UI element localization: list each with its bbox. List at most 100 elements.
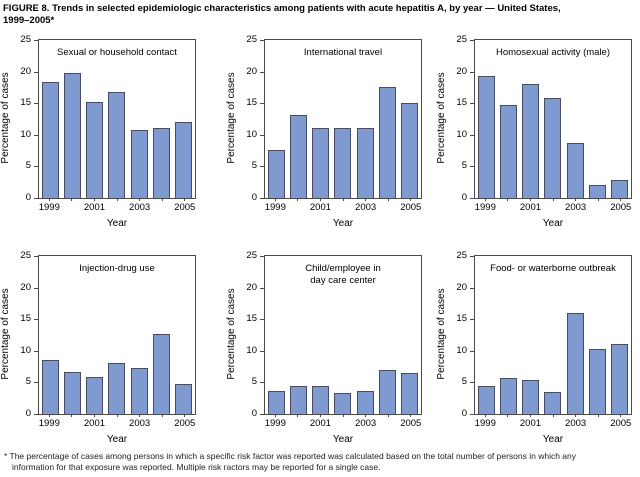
bar-2003 xyxy=(130,367,148,414)
y-tick-mark xyxy=(470,72,474,73)
x-tick-mark xyxy=(184,414,186,417)
y-tick-mark xyxy=(260,72,264,73)
x-tick-mark xyxy=(365,414,367,417)
plot-area: Homosexual activity (male) xyxy=(474,39,632,199)
y-axis-title: Percentage of cases xyxy=(226,288,237,380)
x-tick-label: 2001 xyxy=(309,418,332,429)
bar-slot xyxy=(86,256,104,414)
x-axis-title: Year xyxy=(106,218,128,229)
chart-title: Sexual or household contact xyxy=(57,47,177,58)
x-tick-mark xyxy=(184,198,186,201)
x-tick: 2001 xyxy=(519,198,542,213)
bar-slot xyxy=(153,256,171,414)
bar-slot xyxy=(589,256,607,414)
x-tick-mark xyxy=(48,414,50,417)
bar-slot xyxy=(544,256,562,414)
x-tick-mark xyxy=(161,198,163,201)
x-tick: 2001 xyxy=(309,198,332,213)
y-tick-label: 20 xyxy=(246,282,257,293)
bars-group xyxy=(39,256,195,414)
bar-2002 xyxy=(334,393,352,414)
x-tick-mark xyxy=(139,414,141,417)
bar-slot xyxy=(312,256,330,414)
bar-2005 xyxy=(175,122,193,198)
bar-slot xyxy=(477,256,495,414)
chart-title: International travel xyxy=(303,47,383,58)
y-tick-label: 20 xyxy=(456,66,467,77)
y-axis-title: Percentage of cases xyxy=(436,288,447,380)
y-tick-label: 10 xyxy=(20,129,31,140)
plot-area: International travel xyxy=(264,39,422,199)
bar-slot xyxy=(401,40,419,198)
y-tick-label: 15 xyxy=(456,97,467,108)
x-tick: 2001 xyxy=(309,414,332,429)
x-tick-mark xyxy=(387,414,389,417)
y-tick-label: 15 xyxy=(456,313,467,324)
bar-slot xyxy=(289,256,307,414)
bar-slot xyxy=(401,256,419,414)
x-tick: 2001 xyxy=(519,414,542,429)
bar-2000 xyxy=(289,114,307,198)
bars-group xyxy=(265,40,421,198)
bar-2000 xyxy=(289,386,307,414)
x-tick-mark xyxy=(507,198,509,201)
y-axis-title: Percentage of cases xyxy=(0,288,11,380)
chart-international-travel: Percentage of cases International travel… xyxy=(224,34,424,246)
x-tick xyxy=(377,198,400,213)
x-tick-label: 2005 xyxy=(610,418,632,429)
y-tick-mark xyxy=(34,414,38,415)
bar-2002 xyxy=(108,92,126,198)
chart-homosexual-activity-male: Percentage of cases Homosexual activity … xyxy=(434,34,634,246)
y-tick-mark xyxy=(470,288,474,289)
bar-chart-panel: Percentage of cases Injection-drug use 1… xyxy=(0,250,198,462)
x-axis-ticks: 1999 2001 2003 2005 xyxy=(474,198,632,213)
x-axis-ticks: 1999 2001 2003 2005 xyxy=(264,414,422,429)
y-tick-mark xyxy=(260,40,264,41)
chart-child-employee-day-care: Percentage of cases Child/employee in da… xyxy=(224,250,424,462)
y-tick-label: 5 xyxy=(461,160,467,171)
bar-slot xyxy=(108,256,126,414)
y-tick-label: 10 xyxy=(456,345,467,356)
y-tick-mark xyxy=(34,256,38,257)
x-tick: 1999 xyxy=(264,198,287,213)
bar-2003 xyxy=(356,390,374,414)
bar-slot xyxy=(41,40,59,198)
bar-chart-panel: Percentage of cases Homosexual activity … xyxy=(434,34,634,246)
y-tick-label: 5 xyxy=(25,160,31,171)
x-tick xyxy=(497,414,520,429)
x-axis-ticks: 1999 2001 2003 2005 xyxy=(38,414,196,429)
y-tick-mark xyxy=(470,40,474,41)
x-tick xyxy=(542,198,565,213)
x-tick: 2003 xyxy=(128,198,151,213)
x-tick-mark xyxy=(71,198,73,201)
bar-slot xyxy=(334,40,352,198)
x-tick-mark xyxy=(116,198,118,201)
x-axis-ticks: 1999 2001 2003 2005 xyxy=(474,414,632,429)
x-tick-mark xyxy=(365,198,367,201)
bar-2002 xyxy=(544,391,562,414)
y-tick-label: 0 xyxy=(461,192,467,203)
x-tick-label: 2005 xyxy=(610,202,632,213)
x-tick xyxy=(61,414,84,429)
y-tick-label: 0 xyxy=(461,408,467,419)
y-tick-mark xyxy=(260,288,264,289)
y-tick-mark xyxy=(34,288,38,289)
plot-area: Child/employee in day care center xyxy=(264,255,422,415)
x-tick xyxy=(587,198,610,213)
x-tick: 2003 xyxy=(564,414,587,429)
x-tick-label: 1999 xyxy=(474,418,496,429)
x-tick-label: 2005 xyxy=(400,202,422,213)
x-tick xyxy=(377,414,400,429)
x-tick-label: 2005 xyxy=(174,418,196,429)
bar-2000 xyxy=(499,105,517,198)
x-tick-mark xyxy=(410,414,412,417)
y-tick-label: 20 xyxy=(246,66,257,77)
y-tick-label: 20 xyxy=(20,66,31,77)
y-tick-mark xyxy=(260,319,264,320)
x-tick-mark xyxy=(116,414,118,417)
y-tick-label: 20 xyxy=(20,282,31,293)
y-tick-label: 10 xyxy=(456,129,467,140)
y-tick-mark xyxy=(470,351,474,352)
x-tick-mark xyxy=(529,414,531,417)
y-tick-mark xyxy=(260,414,264,415)
